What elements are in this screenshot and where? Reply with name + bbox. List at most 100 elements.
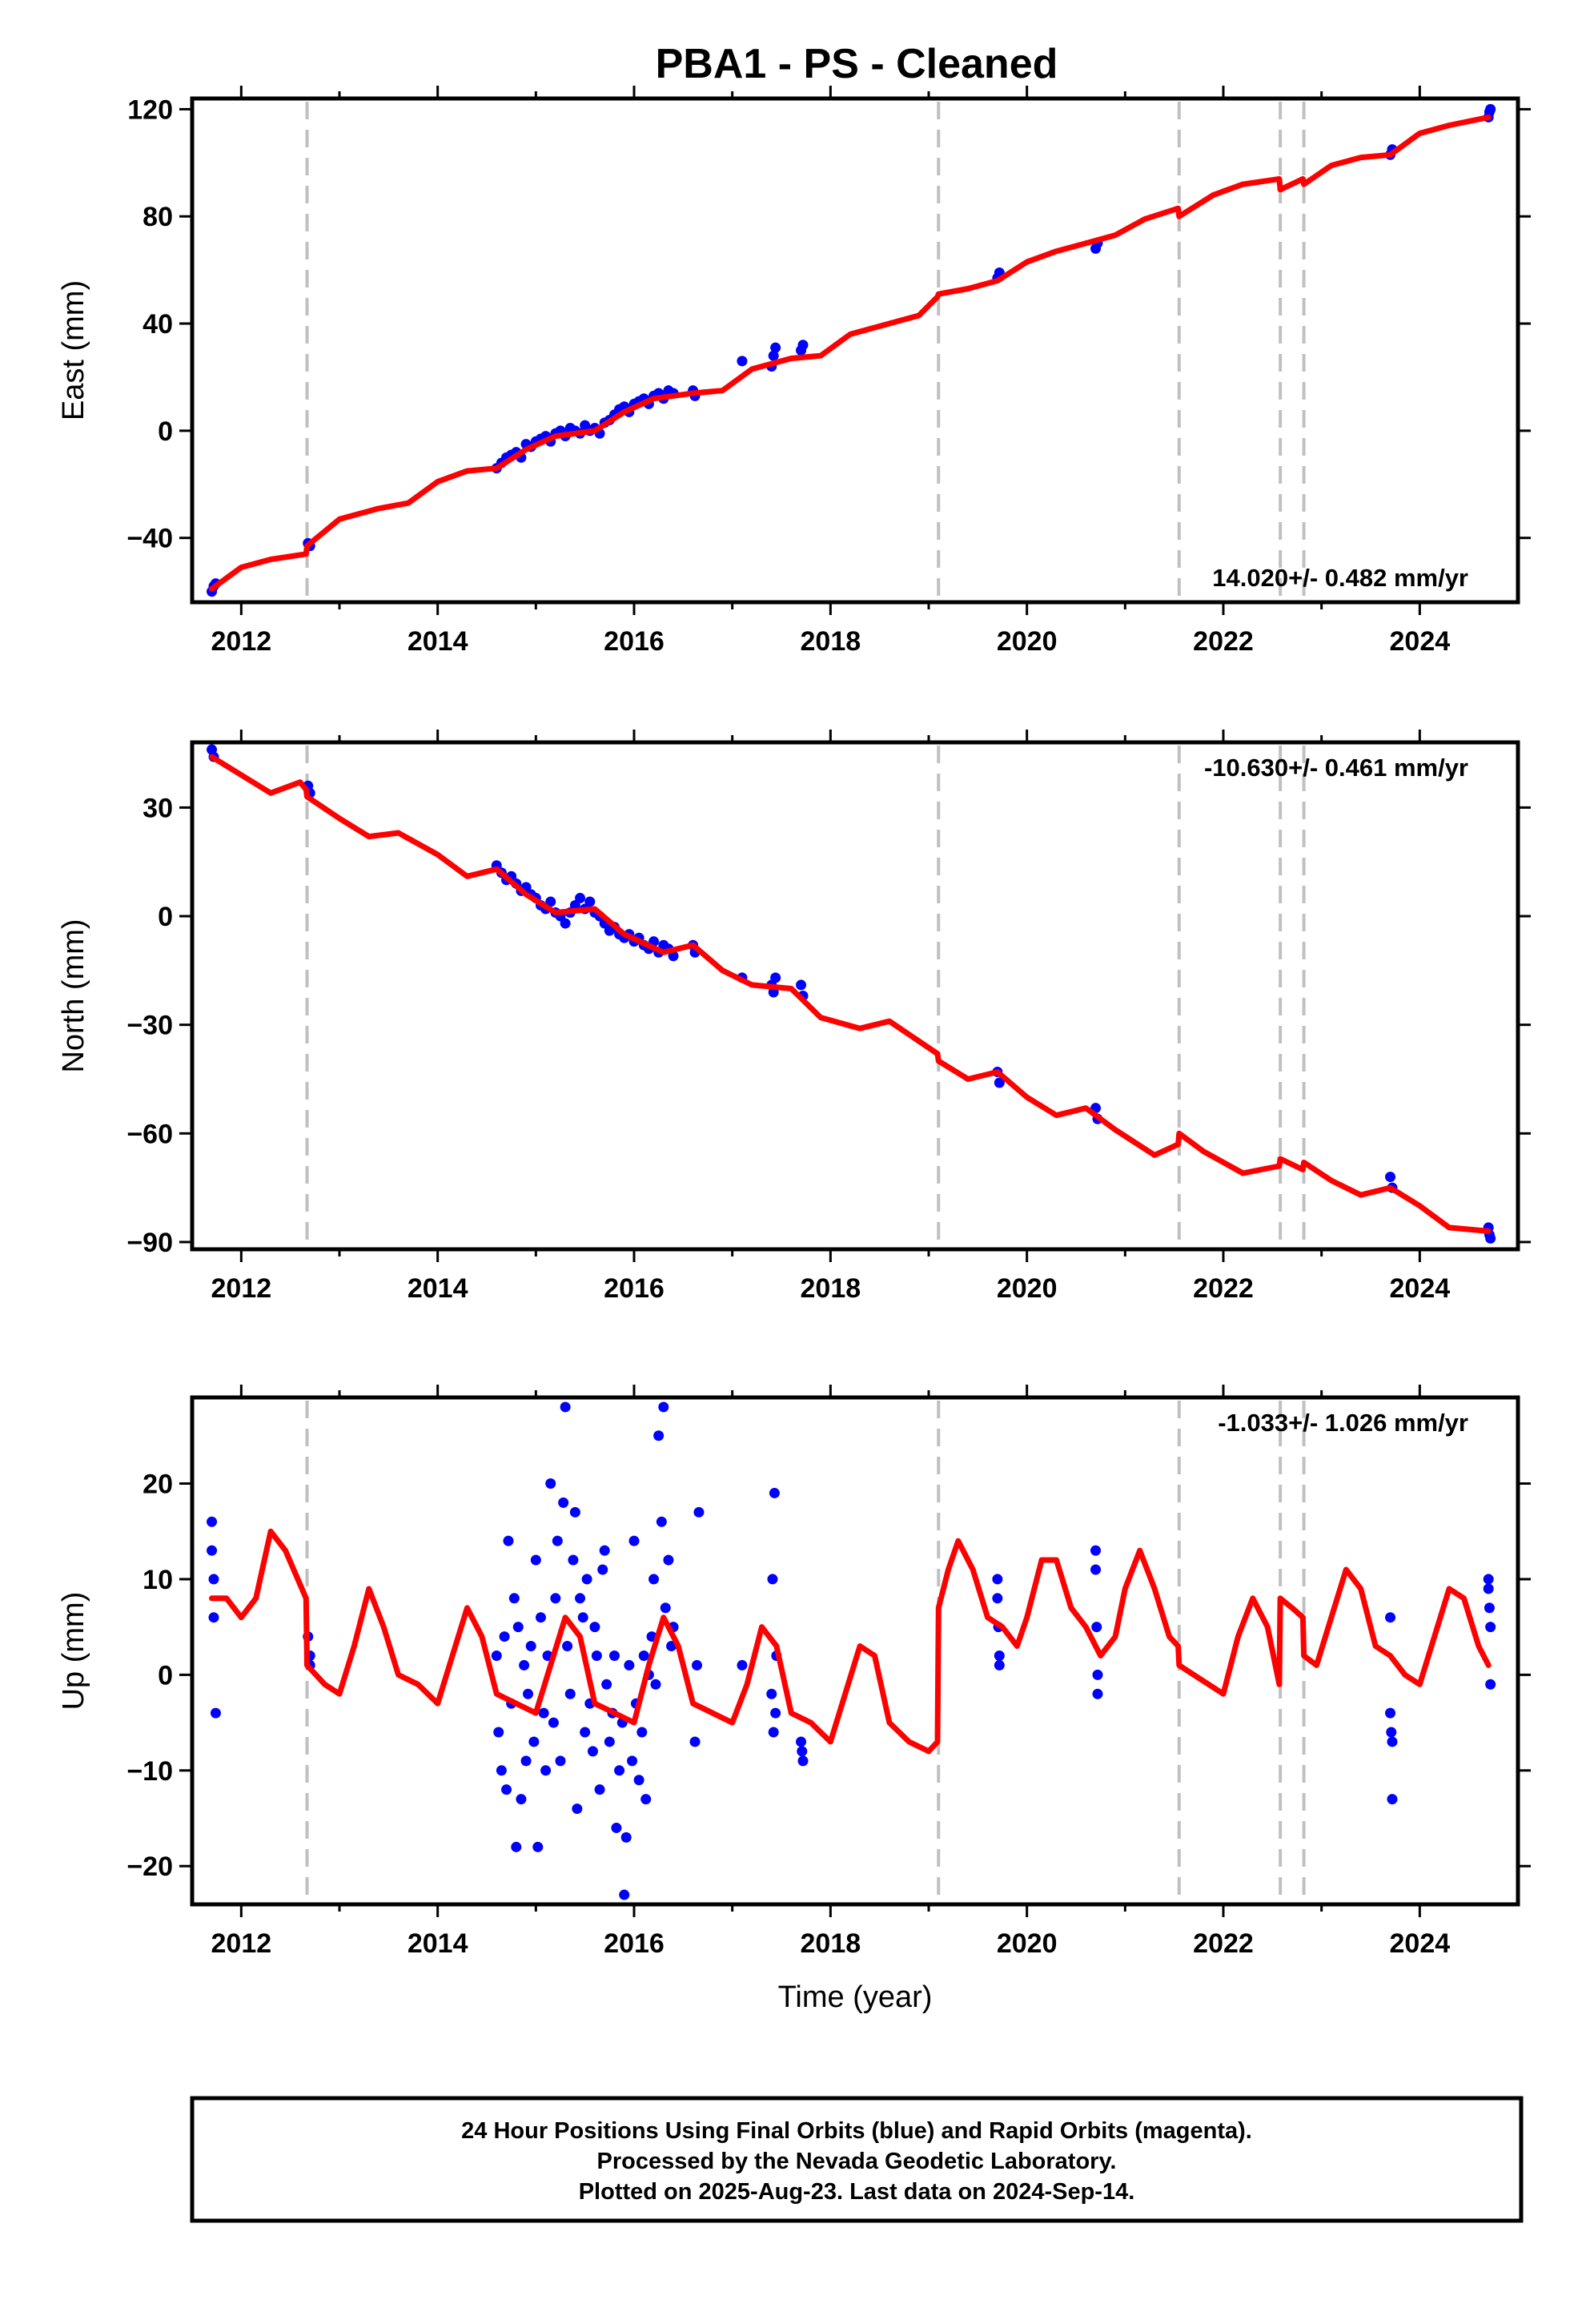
up-data-point bbox=[614, 1765, 625, 1776]
up-data-point bbox=[628, 1535, 640, 1546]
footer-frame bbox=[190, 2096, 1524, 2223]
up-data-point bbox=[575, 1593, 586, 1604]
up-xtick-label-2012: 2012 bbox=[211, 1928, 272, 1959]
north-data-point bbox=[575, 892, 586, 903]
up-data-point bbox=[624, 1659, 635, 1671]
up-data-point bbox=[580, 1727, 591, 1738]
up-data-point bbox=[508, 1593, 520, 1604]
east-xtick-label-2012: 2012 bbox=[211, 626, 272, 657]
chart-title: PBA1 - PS - Cleaned bbox=[656, 41, 1058, 87]
up-data-point bbox=[562, 1641, 573, 1652]
up-data-point bbox=[207, 1516, 218, 1527]
up-data-point bbox=[597, 1564, 608, 1575]
north-ytick-label-30: 30 bbox=[143, 793, 173, 823]
east-panel: 2012 2014 2016 2018 2020 2022 2024 −40 0 40 80 120 E… bbox=[57, 86, 1531, 657]
up-ytick-label--10: −10 bbox=[126, 1756, 173, 1787]
up-data-point bbox=[523, 1688, 534, 1699]
north-data-point bbox=[994, 1077, 1005, 1088]
east-rate-annotation: 14.020+/- 0.482 mm/yr bbox=[1212, 564, 1468, 592]
north-rate-annotation: -10.630+/- 0.461 mm/yr bbox=[1204, 754, 1468, 782]
east-ylabel: East (mm) bbox=[57, 280, 90, 420]
up-data-point bbox=[516, 1794, 527, 1805]
east-ytick-label-40: 40 bbox=[143, 309, 173, 340]
north-ytick-label-0: 0 bbox=[158, 902, 173, 932]
up-data-point bbox=[1483, 1583, 1494, 1594]
up-xtick-label-2016: 2016 bbox=[604, 1928, 665, 1959]
up-data-point bbox=[1385, 1707, 1396, 1719]
up-xtick-label-2024: 2024 bbox=[1390, 1928, 1451, 1959]
up-data-point bbox=[1090, 1545, 1102, 1556]
up-ytick-label--20: −20 bbox=[126, 1852, 173, 1882]
east-data-point bbox=[770, 342, 781, 353]
up-data-point bbox=[558, 1497, 569, 1508]
east-xtick-label-2018: 2018 bbox=[801, 626, 861, 657]
east-model-line bbox=[209, 114, 1492, 592]
up-data-point bbox=[511, 1841, 522, 1852]
up-data-point bbox=[207, 1545, 218, 1556]
footer-box: 24 Hour Positions Using Final Orbits (bl… bbox=[190, 2096, 1524, 2223]
east-data-point bbox=[768, 350, 779, 361]
east-data-point bbox=[737, 356, 748, 367]
up-data-point bbox=[519, 1659, 530, 1671]
up-data-point bbox=[496, 1765, 507, 1776]
up-data-point bbox=[555, 1755, 566, 1767]
up-data-point bbox=[737, 1659, 748, 1671]
up-data-point bbox=[581, 1574, 592, 1585]
up-data-point bbox=[1484, 1602, 1495, 1614]
up-data-point bbox=[992, 1574, 1003, 1585]
up-rate-annotation: -1.033+/- 1.026 mm/yr bbox=[1218, 1409, 1468, 1437]
east-ytick-label-0: 0 bbox=[158, 416, 173, 447]
up-data-point bbox=[611, 1822, 622, 1833]
up-data-point bbox=[560, 1401, 571, 1413]
up-data-point bbox=[692, 1659, 703, 1671]
east-xtick-label-2016: 2016 bbox=[604, 626, 665, 657]
footer-line-3: Plotted on 2025-Aug-23. Last data on 202… bbox=[579, 2179, 1135, 2205]
north-panel: 2012 2014 2016 2018 2020 2022 2024 −90 −60 −30 0 30… bbox=[57, 730, 1531, 1304]
up-data-point bbox=[767, 1574, 778, 1585]
north-ytick-label--30: −30 bbox=[126, 1011, 173, 1041]
up-data-point bbox=[499, 1631, 510, 1642]
north-data-layer bbox=[207, 744, 1496, 1244]
up-data-point bbox=[540, 1765, 552, 1776]
up-data-point bbox=[994, 1659, 1005, 1671]
up-xlabel: Time (year) bbox=[778, 1980, 933, 2014]
up-data-point bbox=[604, 1736, 615, 1747]
north-data-point bbox=[560, 918, 571, 929]
up-plot-area bbox=[192, 1397, 1518, 1904]
north-xtick-label-2014: 2014 bbox=[408, 1273, 468, 1304]
north-xtick-label-2020: 2020 bbox=[997, 1273, 1058, 1304]
up-data-point bbox=[1090, 1564, 1102, 1575]
up-data-point bbox=[503, 1535, 514, 1546]
north-data-point bbox=[770, 972, 781, 983]
up-data-point bbox=[689, 1736, 701, 1747]
up-data-point bbox=[627, 1755, 638, 1767]
up-data-point bbox=[577, 1612, 588, 1623]
up-data-point bbox=[545, 1478, 556, 1489]
north-data-point bbox=[796, 979, 807, 991]
up-data-point bbox=[619, 1889, 630, 1900]
up-data-point bbox=[568, 1554, 579, 1566]
up-data-point bbox=[1091, 1622, 1102, 1633]
north-data-point bbox=[584, 896, 596, 907]
up-data-point bbox=[620, 1831, 632, 1843]
up-data-point bbox=[650, 1679, 661, 1690]
up-data-point bbox=[648, 1574, 660, 1585]
north-data-point bbox=[1385, 1172, 1396, 1183]
up-data-point bbox=[550, 1593, 561, 1604]
north-frame bbox=[190, 740, 1520, 1252]
up-ylabel: Up (mm) bbox=[57, 1592, 90, 1711]
north-xtick-label-2012: 2012 bbox=[211, 1273, 272, 1304]
up-data-point bbox=[208, 1574, 219, 1585]
up-data-point bbox=[208, 1612, 219, 1623]
up-data-point bbox=[530, 1554, 541, 1566]
up-ytick-label-20: 20 bbox=[143, 1469, 173, 1499]
up-data-point bbox=[512, 1622, 524, 1633]
up-data-point bbox=[638, 1650, 649, 1661]
east-ytick-label--40: −40 bbox=[126, 524, 173, 554]
up-ytick-label-0: 0 bbox=[158, 1660, 173, 1691]
up-data-point bbox=[1092, 1688, 1103, 1699]
up-data-point bbox=[797, 1746, 808, 1757]
up-data-point bbox=[766, 1688, 777, 1699]
north-model-line bbox=[209, 754, 1492, 1234]
north-data-point bbox=[1485, 1232, 1496, 1244]
